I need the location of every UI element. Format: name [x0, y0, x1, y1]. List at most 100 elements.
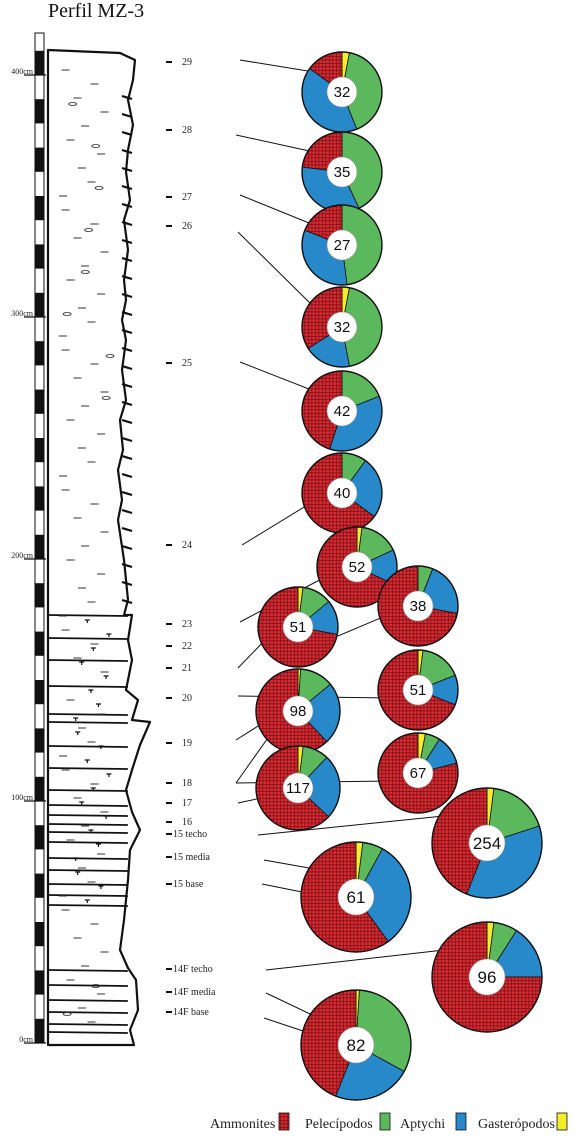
- scale-label: 200cm: [11, 551, 34, 560]
- bed-edge: [121, 472, 133, 479]
- chert-mark: [106, 773, 112, 777]
- connector-line: [239, 59, 315, 73]
- bed-boundary: [47, 721, 129, 724]
- nodule: [62, 1012, 72, 1016]
- scale-segment: [35, 99, 44, 124]
- scale-segment: [35, 147, 44, 172]
- pie-total-label: 40: [334, 485, 351, 502]
- pie-chart: 117: [255, 745, 341, 831]
- bed-edge: [121, 292, 133, 299]
- bed-edge: [121, 202, 133, 209]
- pie-chart: 254: [431, 787, 543, 899]
- pie-center: [282, 611, 314, 643]
- pie-chart: 40: [301, 452, 383, 534]
- legend-label: Ammonites: [210, 1117, 275, 1132]
- level-label: 15 techo: [173, 829, 207, 840]
- level-label: 18: [182, 778, 192, 789]
- pie-charts: 32 35 27 32 42 40 52 38 51 51 98 67 117 254 61 96 82: [235, 51, 543, 1101]
- bed-edge: [121, 526, 133, 533]
- level-label: 27: [182, 192, 192, 203]
- pie-center: [402, 757, 434, 789]
- pie-total-label: 42: [334, 403, 351, 420]
- pie-center: [326, 395, 358, 427]
- bed-edge: [121, 364, 133, 371]
- chert-mark: [73, 717, 79, 721]
- connector-line: [235, 134, 315, 153]
- scale-segment: [35, 341, 44, 366]
- pie-center: [326, 229, 358, 261]
- nodule: [84, 228, 93, 232]
- bed-boundary: [47, 767, 129, 770]
- level-label: 14F base: [173, 1007, 209, 1018]
- connector-line: [241, 500, 315, 546]
- bed-boundary: [47, 831, 129, 834]
- pie-center: [326, 156, 358, 188]
- bed-boundary: [47, 857, 129, 860]
- level-label: 24: [182, 540, 192, 551]
- connector-line: [265, 992, 318, 1018]
- pie-chart: 82: [300, 989, 412, 1101]
- pie-total-label: 38: [410, 598, 427, 615]
- chert-mark: [75, 871, 81, 875]
- level-label: 16: [182, 817, 192, 828]
- bed-boundary: [47, 984, 129, 987]
- pie-outline: [301, 204, 383, 286]
- level-label: 15 base: [173, 879, 204, 890]
- pie-total-label: 82: [347, 1036, 366, 1055]
- pie-outline: [377, 732, 459, 814]
- scale-segment: [35, 728, 44, 753]
- pie-chart: 51: [377, 649, 459, 731]
- pie-chart: 96: [431, 921, 543, 1033]
- nodule: [62, 312, 72, 316]
- pie-total-label: 117: [286, 780, 310, 797]
- legend-swatch: [278, 1112, 290, 1131]
- chert-mark: [96, 703, 101, 707]
- bed-edge: [121, 580, 133, 587]
- pie-total-label: 32: [334, 84, 351, 101]
- legend: Ammonites Pelecípodos Aptychi Gasterópodos: [210, 1112, 568, 1132]
- level-label: 22: [182, 641, 192, 652]
- pie-center: [402, 674, 434, 706]
- level-label: 21: [182, 663, 192, 674]
- pie-total-label: 61: [347, 888, 366, 907]
- pie-center: [326, 477, 358, 509]
- pie-center: [282, 772, 314, 804]
- pie-outline: [301, 286, 383, 368]
- legend-swatch: [379, 1112, 391, 1131]
- pie-center: [337, 878, 375, 916]
- scale-segment: [35, 292, 44, 317]
- pie-total-label: 98: [290, 703, 307, 720]
- bed-boundary: [47, 904, 129, 907]
- bed-edge: [121, 112, 133, 119]
- page-title: Perfil MZ-3: [48, 0, 145, 22]
- bed-boundary: [47, 659, 129, 662]
- level-label: 23: [182, 619, 192, 630]
- chert-mark: [73, 857, 79, 861]
- chert-mark: [79, 801, 85, 805]
- level-label: 26: [182, 221, 192, 232]
- pie-chart: 32: [301, 51, 383, 133]
- bed-boundary: [47, 999, 129, 1002]
- column-outline: [46, 48, 152, 1047]
- bed-edge: [121, 328, 133, 335]
- pie-total-label: 52: [349, 559, 366, 576]
- pie-total-label: 254: [473, 834, 501, 853]
- chert-mark: [90, 647, 96, 651]
- nodule: [91, 984, 101, 988]
- chert-mark: [88, 689, 94, 693]
- bed-edge: [121, 274, 133, 281]
- nodule: [68, 102, 78, 106]
- bed-boundary: [47, 804, 129, 807]
- pie-total-label: 51: [410, 682, 427, 699]
- level-label: 28: [182, 125, 192, 136]
- pie-center: [337, 1026, 375, 1064]
- pie-outline: [431, 921, 543, 1033]
- scale-segment: [35, 922, 44, 947]
- scale-segment: [35, 244, 44, 269]
- pie-outline: [257, 586, 339, 668]
- pie-outline: [301, 370, 383, 452]
- chert-mark: [75, 731, 81, 735]
